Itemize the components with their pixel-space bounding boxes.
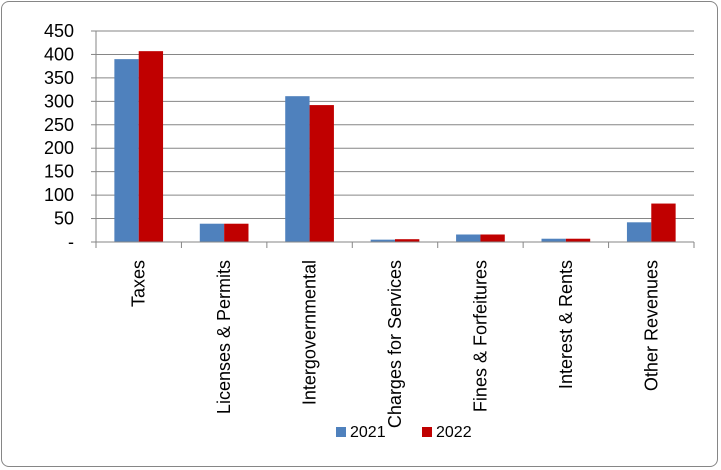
bars [114,51,676,243]
x-category-label: Intergovernmental [300,260,320,405]
legend-swatch-2021 [336,427,346,437]
x-category-label: Other Revenues [641,260,661,391]
legend-swatch-2022 [422,427,432,437]
bar-2021-6 [626,222,652,242]
y-tick-label: - [68,232,74,252]
y-tick-label: 200 [44,138,74,158]
bar-2022-2 [309,105,334,242]
bar-2021-3 [370,239,395,242]
axes [95,31,695,248]
bar-2022-0 [138,51,164,242]
bar-2022-6 [651,203,676,242]
y-tick-label: 100 [44,185,74,205]
bar-2021-5 [541,238,566,242]
y-tick-label: 150 [44,162,74,182]
x-axis-categories: Taxes Licenses & Permits Intergovernmental… [129,260,662,428]
y-tick-label: 450 [44,21,74,41]
y-tick-label: 250 [44,115,74,135]
bar-2022-4 [480,234,505,242]
bar-2021-1 [199,223,225,242]
bar-2022-3 [395,239,420,242]
legend-label-2021: 2021 [350,424,386,441]
legend: 2021 2022 [336,424,472,441]
x-category-label: Licenses & Permits [214,260,234,414]
y-tick-label: 400 [44,44,74,64]
legend-label-2022: 2022 [436,424,472,441]
y-tick-label: 350 [44,68,74,88]
x-category-label: Interest & Rents [556,260,576,389]
x-category-label: Charges for Services [385,260,405,428]
y-tick-label: 300 [44,91,74,111]
bar-2022-1 [224,223,249,242]
x-category-label: Fines & Forfeitures [470,260,490,412]
x-category-label: Taxes [129,260,149,307]
y-tick-label: 50 [54,209,74,229]
bar-2021-4 [456,234,481,242]
bar-2022-5 [565,238,591,242]
bar-2021-2 [285,96,310,242]
gridlines [96,30,694,220]
y-axis-ticks: - 50 100 150 200 250 300 350 400 450 [44,21,96,252]
bar-2021-0 [114,59,139,243]
